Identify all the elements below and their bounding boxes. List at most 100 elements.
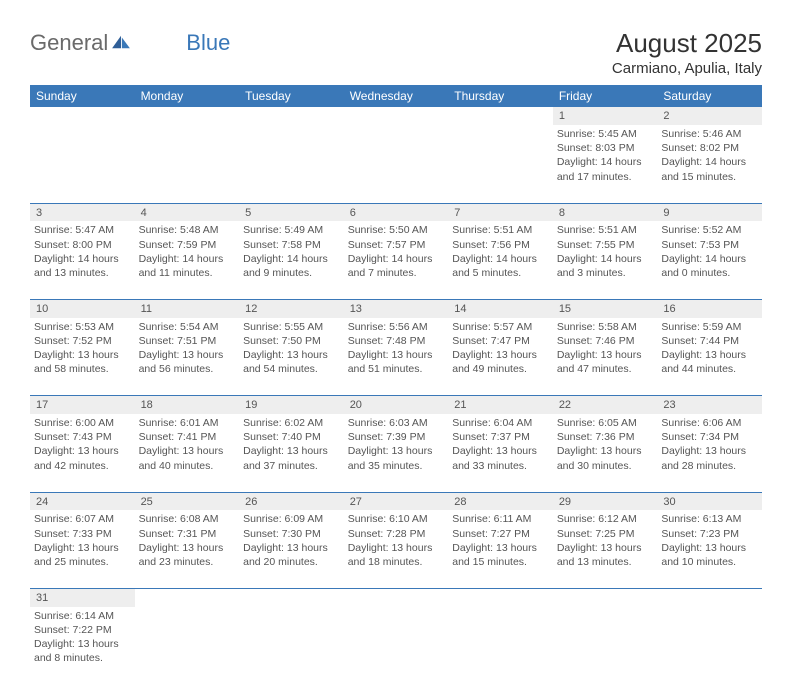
day-cell: Sunrise: 5:56 AMSunset: 7:48 PMDaylight:…: [344, 318, 449, 396]
day-number: [239, 588, 344, 606]
sunrise: Sunrise: 6:14 AM: [34, 609, 131, 623]
day-number: 25: [135, 492, 240, 510]
day-number: 6: [344, 203, 449, 221]
sunset: Sunset: 7:33 PM: [34, 527, 131, 541]
day-cell: Sunrise: 5:47 AMSunset: 8:00 PMDaylight:…: [30, 221, 135, 299]
daylight-line2: and 15 minutes.: [661, 170, 758, 184]
daylight-line1: Daylight: 13 hours: [452, 444, 549, 458]
daylight-line2: and 42 minutes.: [34, 459, 131, 473]
daylight-line2: and 13 minutes.: [557, 555, 654, 569]
day-number: 7: [448, 203, 553, 221]
calendar-table: SundayMondayTuesdayWednesdayThursdayFrid…: [30, 85, 762, 685]
daylight-line1: Daylight: 14 hours: [243, 252, 340, 266]
daylight-line1: Daylight: 13 hours: [34, 348, 131, 362]
sunrise: Sunrise: 5:52 AM: [661, 223, 758, 237]
day-cell: [344, 125, 449, 203]
month-title: August 2025: [612, 28, 762, 59]
sunrise: Sunrise: 6:05 AM: [557, 416, 654, 430]
day-cell: [239, 607, 344, 685]
sunrise: Sunrise: 6:13 AM: [661, 512, 758, 526]
daylight-line2: and 28 minutes.: [661, 459, 758, 473]
sunset: Sunset: 7:47 PM: [452, 334, 549, 348]
day-cell: Sunrise: 6:01 AMSunset: 7:41 PMDaylight:…: [135, 414, 240, 492]
sunset: Sunset: 7:34 PM: [661, 430, 758, 444]
day-number: 12: [239, 299, 344, 317]
daylight-line2: and 10 minutes.: [661, 555, 758, 569]
sunset: Sunset: 7:41 PM: [139, 430, 236, 444]
daylight-line2: and 5 minutes.: [452, 266, 549, 280]
sunrise: Sunrise: 5:45 AM: [557, 127, 654, 141]
daylight-line1: Daylight: 13 hours: [348, 444, 445, 458]
day-number: 29: [553, 492, 658, 510]
daylight-line1: Daylight: 13 hours: [557, 444, 654, 458]
day-cell: Sunrise: 6:07 AMSunset: 7:33 PMDaylight:…: [30, 510, 135, 588]
sunrise: Sunrise: 5:51 AM: [452, 223, 549, 237]
day-number: 4: [135, 203, 240, 221]
sunset: Sunset: 7:28 PM: [348, 527, 445, 541]
daylight-line2: and 37 minutes.: [243, 459, 340, 473]
daylight-line2: and 13 minutes.: [34, 266, 131, 280]
day-number: 11: [135, 299, 240, 317]
sail-icon: [110, 34, 132, 50]
day-number: [553, 588, 658, 606]
day-cell: Sunrise: 5:48 AMSunset: 7:59 PMDaylight:…: [135, 221, 240, 299]
daylight-line2: and 0 minutes.: [661, 266, 758, 280]
day-cell: Sunrise: 6:10 AMSunset: 7:28 PMDaylight:…: [344, 510, 449, 588]
sunrise: Sunrise: 6:10 AM: [348, 512, 445, 526]
day-cell: Sunrise: 5:59 AMSunset: 7:44 PMDaylight:…: [657, 318, 762, 396]
sunset: Sunset: 8:02 PM: [661, 141, 758, 155]
day-cell: Sunrise: 5:54 AMSunset: 7:51 PMDaylight:…: [135, 318, 240, 396]
daylight-line1: Daylight: 13 hours: [661, 444, 758, 458]
logo-text-blue: Blue: [186, 30, 230, 56]
day-content-row: Sunrise: 5:47 AMSunset: 8:00 PMDaylight:…: [30, 221, 762, 299]
sunrise: Sunrise: 5:56 AM: [348, 320, 445, 334]
sunset: Sunset: 7:40 PM: [243, 430, 340, 444]
day-cell: [239, 125, 344, 203]
sunrise: Sunrise: 5:50 AM: [348, 223, 445, 237]
sunrise: Sunrise: 5:58 AM: [557, 320, 654, 334]
day-cell: Sunrise: 6:14 AMSunset: 7:22 PMDaylight:…: [30, 607, 135, 685]
daylight-line1: Daylight: 13 hours: [243, 444, 340, 458]
sunset: Sunset: 7:57 PM: [348, 238, 445, 252]
day-number: 1: [553, 107, 658, 125]
day-number: 16: [657, 299, 762, 317]
daylight-line1: Daylight: 13 hours: [557, 348, 654, 362]
sunrise: Sunrise: 6:12 AM: [557, 512, 654, 526]
day-content-row: Sunrise: 6:00 AMSunset: 7:43 PMDaylight:…: [30, 414, 762, 492]
sunset: Sunset: 7:51 PM: [139, 334, 236, 348]
day-cell: Sunrise: 6:05 AMSunset: 7:36 PMDaylight:…: [553, 414, 658, 492]
day-number: [30, 107, 135, 125]
day-header: Sunday: [30, 85, 135, 107]
sunset: Sunset: 7:27 PM: [452, 527, 549, 541]
daylight-line2: and 30 minutes.: [557, 459, 654, 473]
day-cell: [135, 125, 240, 203]
daylight-line1: Daylight: 14 hours: [557, 252, 654, 266]
sunrise: Sunrise: 5:51 AM: [557, 223, 654, 237]
day-cell: Sunrise: 5:55 AMSunset: 7:50 PMDaylight:…: [239, 318, 344, 396]
sunrise: Sunrise: 5:54 AM: [139, 320, 236, 334]
sunrise: Sunrise: 6:04 AM: [452, 416, 549, 430]
daylight-line2: and 47 minutes.: [557, 362, 654, 376]
day-header-row: SundayMondayTuesdayWednesdayThursdayFrid…: [30, 85, 762, 107]
daylight-line2: and 58 minutes.: [34, 362, 131, 376]
sunrise: Sunrise: 6:09 AM: [243, 512, 340, 526]
daylight-line2: and 25 minutes.: [34, 555, 131, 569]
sunset: Sunset: 7:44 PM: [661, 334, 758, 348]
day-cell: Sunrise: 5:52 AMSunset: 7:53 PMDaylight:…: [657, 221, 762, 299]
day-number: 23: [657, 396, 762, 414]
daylight-line2: and 33 minutes.: [452, 459, 549, 473]
day-header: Friday: [553, 85, 658, 107]
day-content-row: Sunrise: 6:14 AMSunset: 7:22 PMDaylight:…: [30, 607, 762, 685]
daylight-line1: Daylight: 14 hours: [348, 252, 445, 266]
sunset: Sunset: 7:30 PM: [243, 527, 340, 541]
sunset: Sunset: 7:56 PM: [452, 238, 549, 252]
day-cell: Sunrise: 5:49 AMSunset: 7:58 PMDaylight:…: [239, 221, 344, 299]
daylight-line2: and 40 minutes.: [139, 459, 236, 473]
day-number: [657, 588, 762, 606]
day-cell: Sunrise: 5:50 AMSunset: 7:57 PMDaylight:…: [344, 221, 449, 299]
day-number: 31: [30, 588, 135, 606]
title-block: August 2025 Carmiano, Apulia, Italy: [612, 28, 762, 77]
sunrise: Sunrise: 6:01 AM: [139, 416, 236, 430]
page-header: General Blue August 2025 Carmiano, Apuli…: [30, 28, 762, 77]
day-number: 18: [135, 396, 240, 414]
